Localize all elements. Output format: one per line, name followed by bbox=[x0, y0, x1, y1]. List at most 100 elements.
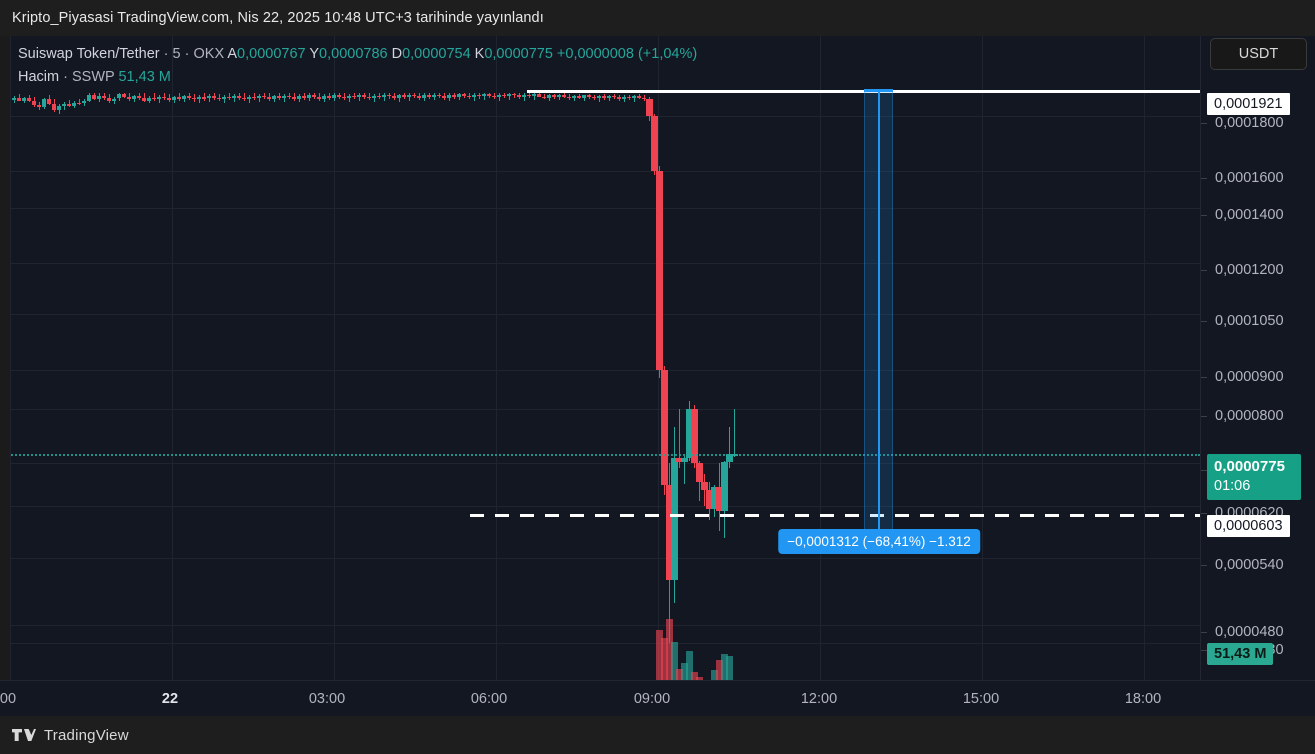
legend-main-row[interactable]: Suiswap Token/Tether · 5 · OKX A0,000076… bbox=[18, 44, 697, 64]
legend-volume-symbol: SSWP bbox=[72, 69, 115, 85]
grid-line-horizontal bbox=[0, 208, 1200, 209]
candle-body bbox=[582, 95, 586, 98]
grid-line-horizontal bbox=[0, 314, 1200, 315]
legend-interval[interactable]: 5 bbox=[172, 46, 181, 62]
price-scale[interactable]: USDT 0,0001800 0,0001600 0,0001400 0,000120… bbox=[1200, 36, 1315, 680]
volume-bar bbox=[725, 656, 733, 680]
time-scale-label: 09:00 bbox=[633, 691, 671, 707]
candle-body bbox=[197, 96, 201, 100]
candle-body bbox=[542, 96, 546, 99]
candle-body bbox=[392, 96, 396, 98]
candle-body bbox=[37, 105, 41, 108]
time-scale[interactable]: 00 22 03:00 06:00 09:00 12:00 15:00 18:00 bbox=[0, 680, 1315, 716]
grid-line-horizontal bbox=[0, 558, 1200, 559]
price-scale-label: 0,0001200 bbox=[1215, 262, 1284, 278]
candle-body bbox=[715, 487, 723, 512]
candle-wick bbox=[219, 93, 220, 102]
candle-body bbox=[237, 96, 241, 98]
candle-wick bbox=[154, 93, 155, 102]
candle-body bbox=[357, 95, 361, 98]
volume-bar bbox=[670, 642, 678, 680]
candle-body bbox=[512, 93, 516, 96]
volume-bar bbox=[655, 629, 663, 680]
candle-body bbox=[645, 99, 653, 116]
price-scale-label: 0,0001400 bbox=[1215, 207, 1284, 223]
volume-bar bbox=[695, 677, 703, 680]
price-scale-tick bbox=[1201, 321, 1207, 322]
candle-body bbox=[192, 97, 196, 100]
candle-body bbox=[417, 96, 421, 98]
support-dashed-line[interactable] bbox=[470, 514, 1200, 517]
legend-exchange[interactable]: OKX bbox=[193, 46, 225, 62]
price-scale-tick bbox=[1201, 270, 1207, 271]
candle-body bbox=[407, 94, 411, 97]
candle-body bbox=[252, 96, 256, 99]
candle-wick bbox=[534, 93, 535, 100]
legend-ohlc-group: A0,0000767 Y0,0000786 D0,0000754 K0,0000… bbox=[227, 46, 557, 62]
candle-body bbox=[117, 93, 121, 99]
candle-body bbox=[72, 102, 76, 106]
candle-body bbox=[382, 94, 386, 98]
candle-body bbox=[452, 95, 456, 97]
legend-low-key: D bbox=[391, 46, 403, 62]
volume-bar bbox=[665, 619, 673, 680]
candle-body bbox=[282, 95, 286, 98]
high-price-badge: 0,0001921 bbox=[1207, 93, 1290, 115]
legend-volume-row[interactable]: Hacim · SSWP 51,43 M bbox=[18, 67, 697, 87]
candle-wick bbox=[544, 93, 545, 100]
resistance-horizontal-line[interactable] bbox=[527, 90, 1200, 93]
candle-body bbox=[227, 96, 231, 99]
grid-line-horizontal bbox=[0, 171, 1200, 172]
candle-wick bbox=[684, 455, 685, 485]
candle-body bbox=[152, 97, 156, 100]
candle-body bbox=[412, 94, 416, 97]
price-scale-label: 0,0000900 bbox=[1215, 369, 1284, 385]
time-scale-label: 12:00 bbox=[800, 691, 838, 707]
candle-wick bbox=[734, 409, 735, 457]
volume-bar bbox=[675, 668, 683, 680]
candle-wick bbox=[164, 93, 165, 101]
price-scale-label: 0,0000800 bbox=[1215, 408, 1284, 424]
candle-body bbox=[487, 94, 491, 96]
candle-body bbox=[232, 96, 236, 99]
candle-body bbox=[442, 96, 446, 98]
grid-line-horizontal bbox=[0, 625, 1200, 626]
price-scale-label: 0,0001800 bbox=[1215, 115, 1284, 131]
candle-body bbox=[675, 458, 683, 463]
chart-pane[interactable]: −0,0001312 (−68,41%) −1.312 Suiswap Toke… bbox=[0, 36, 1200, 680]
candle-body bbox=[477, 94, 481, 97]
candle-body bbox=[670, 458, 678, 581]
candle-body bbox=[622, 96, 626, 99]
legend-sep-1: · bbox=[163, 46, 169, 62]
time-scale-label: 03:00 bbox=[308, 691, 346, 707]
candle-body bbox=[422, 95, 426, 98]
time-scale-label: 06:00 bbox=[470, 691, 508, 707]
price-scale-tick bbox=[1201, 513, 1207, 514]
grid-line-horizontal bbox=[0, 506, 1200, 507]
current-price-badge[interactable]: 0,0000775 01:06 bbox=[1207, 454, 1301, 500]
candle-body bbox=[52, 103, 56, 111]
grid-line-horizontal bbox=[0, 116, 1200, 117]
currency-button[interactable]: USDT bbox=[1210, 38, 1307, 70]
candle-wick bbox=[344, 93, 345, 101]
candle-wick bbox=[229, 93, 230, 101]
legend-ohlc-low: D0,0000754 bbox=[392, 46, 475, 62]
candle-body bbox=[602, 96, 606, 98]
candle-body bbox=[167, 98, 171, 100]
candle-body bbox=[92, 94, 96, 99]
publish-header-bar: Kripto_Piyasasi TradingView.com, Nis 22,… bbox=[0, 0, 1315, 36]
candle-body bbox=[577, 95, 581, 98]
volume-bar bbox=[690, 672, 698, 680]
legend-open-value: 0,0000767 bbox=[237, 46, 306, 62]
candle-body bbox=[322, 96, 326, 99]
grid-line-horizontal bbox=[0, 263, 1200, 264]
tradingview-logo[interactable]: TradingView bbox=[12, 727, 129, 744]
grid-line-vertical bbox=[982, 36, 983, 680]
legend-symbol[interactable]: Suiswap Token/Tether bbox=[18, 46, 160, 62]
candle-body bbox=[665, 484, 673, 581]
candle-body bbox=[617, 97, 621, 99]
candle-wick bbox=[509, 93, 510, 100]
candle-body bbox=[710, 487, 718, 509]
candle-body bbox=[587, 95, 591, 97]
candle-body bbox=[67, 104, 71, 106]
